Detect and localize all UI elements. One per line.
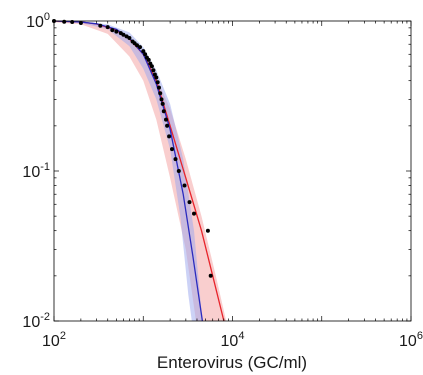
data-point [121, 32, 126, 37]
data-point [127, 36, 132, 40]
data-point [143, 52, 148, 57]
data-point [182, 183, 187, 188]
data-point [141, 49, 146, 54]
data-point [165, 123, 170, 128]
confidence-band-0 [54, 21, 227, 321]
data-point [98, 23, 103, 28]
data-point [138, 45, 142, 50]
data-point [62, 19, 67, 24]
x-axis-label: Enterovirus (GC/ml) [157, 353, 307, 372]
data-point [159, 97, 164, 102]
data-point [151, 68, 156, 73]
data-point [160, 101, 165, 106]
data-point [110, 28, 115, 33]
data-point [164, 117, 168, 122]
data-point [155, 80, 160, 85]
data-point [167, 134, 172, 139]
y-tick-label: 10-2 [22, 311, 50, 331]
x-tick-label: 106 [399, 330, 423, 350]
data-point [157, 85, 161, 90]
confidence-band-1 [54, 21, 203, 321]
data-point [161, 109, 166, 114]
tick-labels: 102 104 106 100 10-1 10-2 [22, 11, 423, 350]
x-tick-label: 102 [42, 330, 66, 350]
data-point [187, 200, 192, 205]
y-tick-label: 10-1 [22, 161, 50, 181]
data-points [52, 19, 213, 278]
data-point [158, 91, 163, 96]
data-point [173, 157, 178, 162]
y-tick-label: 100 [26, 11, 50, 31]
data-point [152, 72, 157, 77]
data-point [105, 25, 110, 30]
axis-ticks [53, 20, 412, 322]
data-point [135, 43, 139, 48]
confidence-bands [54, 21, 227, 321]
data-point [208, 273, 213, 278]
data-point [149, 64, 154, 69]
data-point [170, 147, 174, 152]
data-point [176, 169, 181, 173]
data-point [154, 75, 159, 80]
plot-frame [53, 20, 412, 322]
x-tick-label: 104 [221, 330, 245, 350]
data-point [146, 57, 151, 62]
data-point [205, 228, 210, 233]
data-point [114, 29, 119, 34]
data-point [192, 211, 196, 216]
